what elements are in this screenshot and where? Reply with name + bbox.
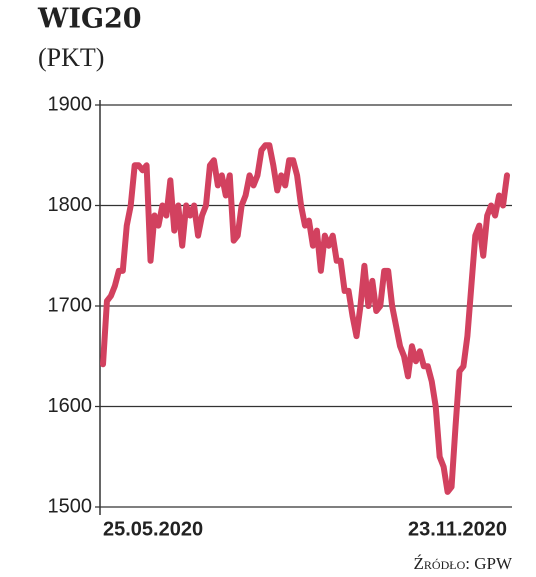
x-tick-label: 25.05.2020: [103, 518, 203, 540]
chart-subtitle: (PKT): [38, 43, 104, 72]
y-tick-label: 1600: [48, 395, 93, 417]
chart-title: WIG20: [37, 4, 142, 35]
x-tick-label: 23.11.2020: [408, 518, 507, 540]
y-tick-label: 1900: [48, 93, 93, 115]
y-tick-label: 1700: [48, 294, 93, 316]
y-tick-label: 1500: [48, 495, 93, 517]
line: [100, 142, 510, 495]
source: Źródło: GPW: [414, 554, 513, 573]
y-tick-label: 1800: [48, 194, 93, 216]
